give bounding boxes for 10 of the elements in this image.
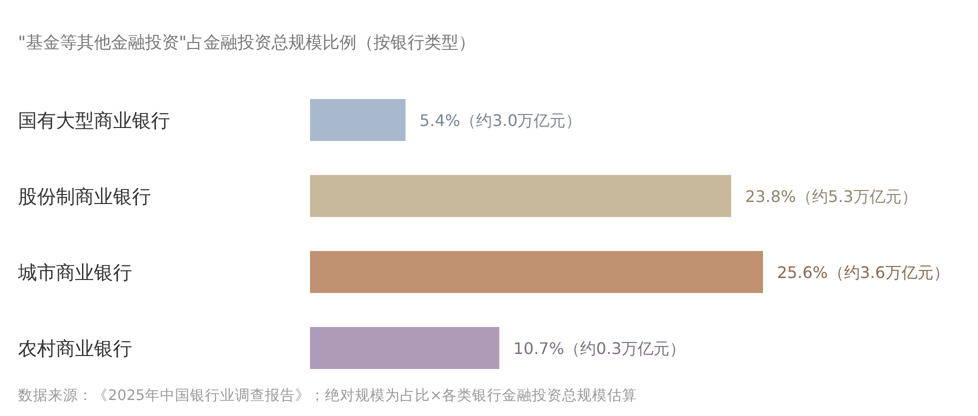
value-label: 10.7%（约0.3万亿元）	[513, 339, 686, 358]
title: "基金等其他金融投资"占金融投资总规模比例（按银行类型）	[18, 33, 476, 53]
category-label: 农村商业银行	[18, 338, 132, 360]
value-label: 25.6%（约3.6万亿元）	[777, 263, 950, 282]
category-label: 国有大型商业银行	[18, 110, 170, 132]
value-label: 23.8%（约5.3万亿元）	[745, 187, 918, 206]
category-label: 股份制商业银行	[18, 186, 151, 208]
value-label: 5.4%（约3.0万亿元）	[420, 111, 582, 130]
category-label: 城市商业银行	[18, 262, 132, 284]
annotation: 数据来源：《2025年中国银行业调查报告》；绝对规模为占比×各类银行金融投资总规模估算	[18, 388, 638, 404]
